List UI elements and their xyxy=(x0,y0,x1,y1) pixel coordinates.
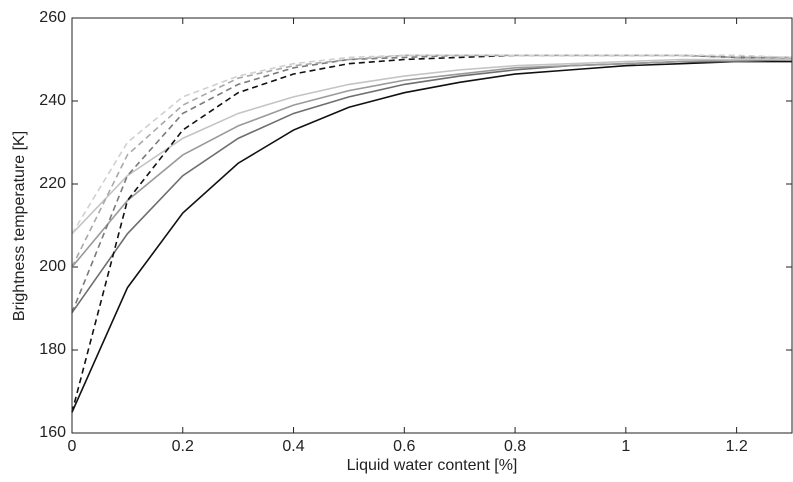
x-tick-label: 0.2 xyxy=(172,438,194,455)
y-tick-label: 160 xyxy=(39,424,66,441)
y-tick-label: 180 xyxy=(39,341,66,358)
x-axis-label: Liquid water content [%] xyxy=(347,457,518,474)
y-tick-label: 240 xyxy=(39,92,66,109)
series-line xyxy=(71,58,792,235)
series-line xyxy=(71,58,793,314)
series-line xyxy=(71,58,792,268)
series-line xyxy=(71,60,792,413)
plot-frame xyxy=(71,17,793,434)
series-line xyxy=(71,54,792,413)
y-tick-label: 200 xyxy=(39,258,66,275)
y-tick-label: 260 xyxy=(39,9,66,26)
x-tick-label: 0.8 xyxy=(504,438,526,455)
series-line xyxy=(71,54,792,313)
x-tick-label: 0 xyxy=(68,438,77,455)
y-axis-label: Brightness temperature [K] xyxy=(11,131,28,321)
x-tick-label: 0.6 xyxy=(393,438,415,455)
x-tick-label: 1.2 xyxy=(725,438,747,455)
x-tick-label: 1 xyxy=(621,438,630,455)
x-tick-label: 0.4 xyxy=(282,438,304,455)
series-line xyxy=(71,54,793,235)
y-tick-label: 220 xyxy=(39,175,66,192)
